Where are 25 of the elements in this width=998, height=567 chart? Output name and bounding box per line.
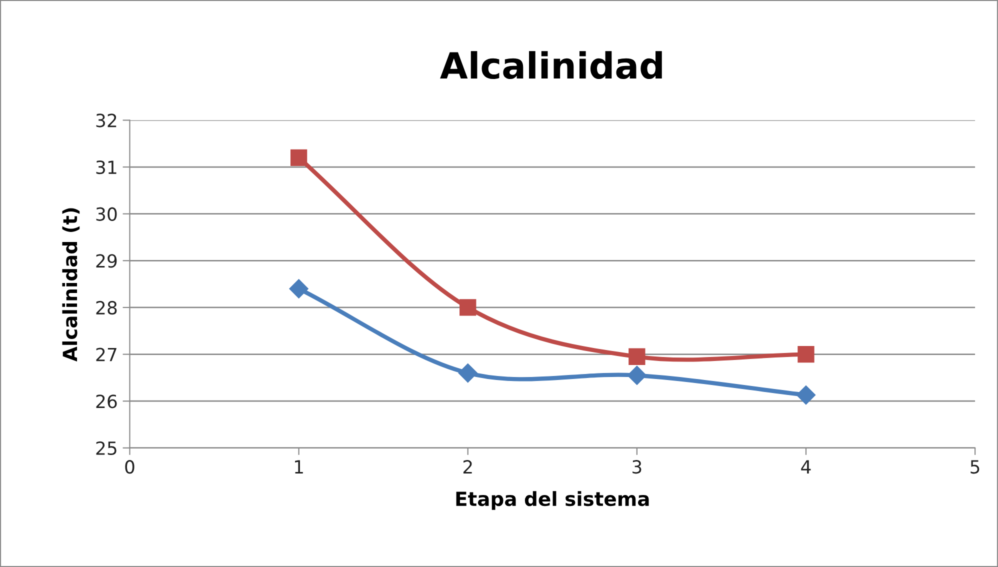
y-tick-label: 27 [96,348,116,362]
y-tick-label: 32 [96,114,116,128]
y-axis-title: Alcalinidad (t) [62,208,80,362]
x-axis-title: Etapa del sistema [456,491,649,510]
y-tick-label: 31 [96,160,116,174]
y-tick-label: 29 [96,254,117,268]
x-tick-label: 3 [632,460,642,474]
point [628,348,646,365]
chart-title: Alcalinidad [440,51,662,80]
x-tick-label: 5 [970,460,980,474]
y-tick-label: 28 [96,300,117,315]
x-tick-label: 1 [295,460,303,474]
point [796,385,816,405]
point [627,366,646,385]
point [458,363,478,383]
x-tick-label: 0 [125,460,134,474]
y-tick-label: 25 [96,441,116,456]
point [460,299,476,316]
point [290,149,308,166]
point [798,346,814,363]
y-tick-label: 30 [96,207,117,221]
x-tick-label: 2 [463,460,472,474]
y-tick-label: 26 [96,394,117,408]
point [289,279,308,298]
x-tick-label: 4 [801,460,811,474]
